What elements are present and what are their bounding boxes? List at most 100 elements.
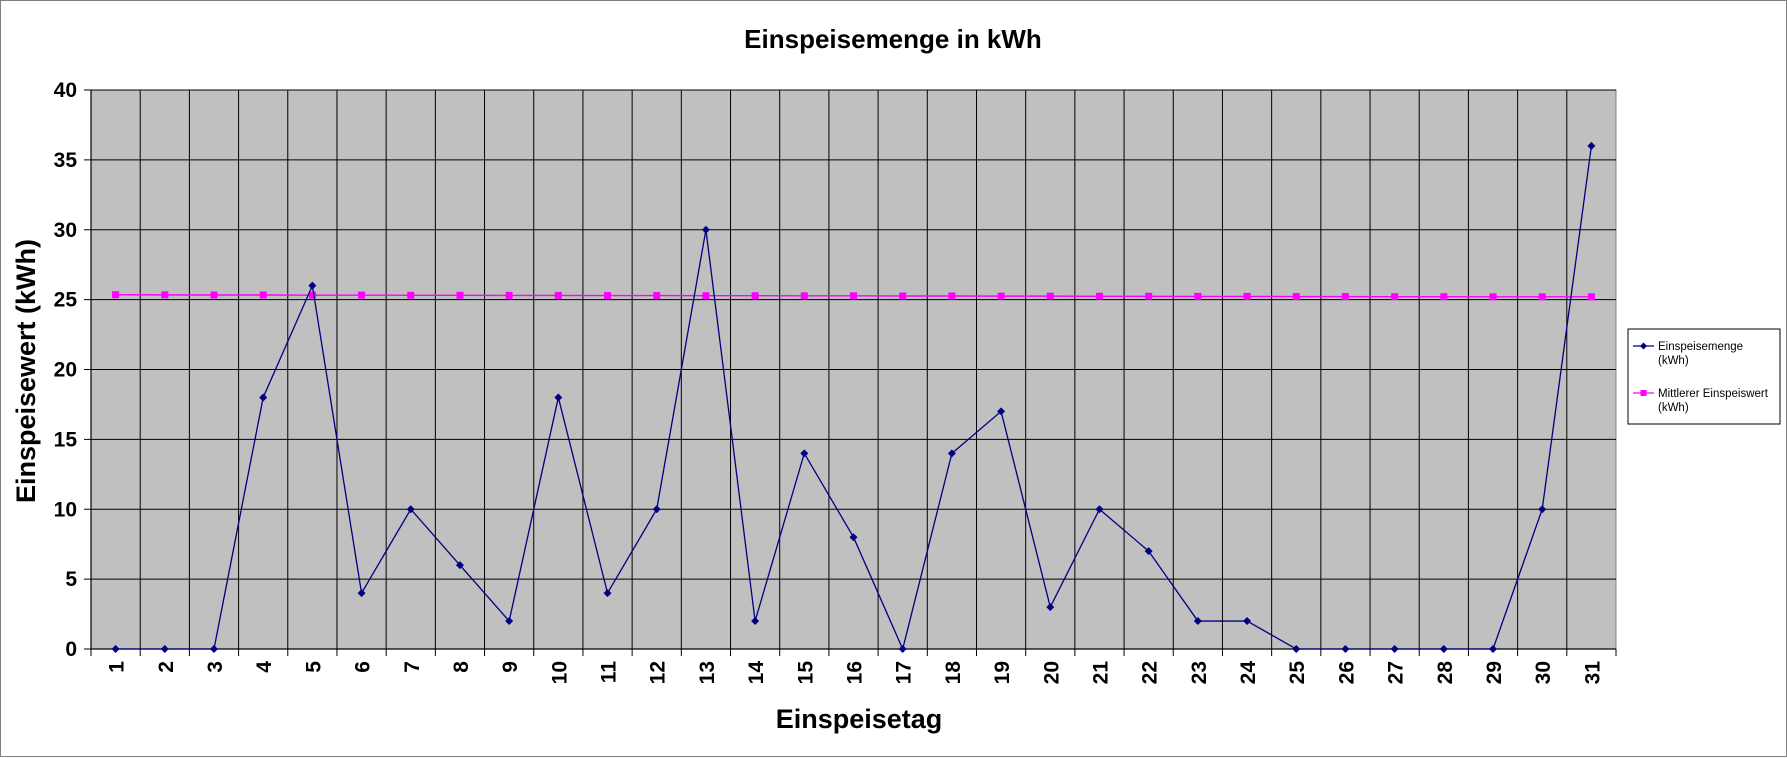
chart-title: Einspeisemenge in kWh — [744, 24, 1042, 54]
x-tick-label: 28 — [1434, 661, 1457, 685]
legend-marker — [1640, 390, 1647, 396]
legend-label: Einspeisemenge — [1658, 341, 1743, 353]
data-point — [1538, 293, 1546, 301]
data-point — [210, 291, 218, 299]
data-point — [702, 292, 710, 300]
data-point — [1046, 603, 1055, 612]
x-tick-label: 7 — [401, 661, 424, 673]
y-tick-label: 10 — [54, 498, 77, 521]
y-tick-label: 15 — [54, 428, 78, 451]
x-tick-label: 26 — [1335, 661, 1358, 684]
x-tick-label: 18 — [942, 661, 965, 685]
data-point — [455, 561, 464, 570]
y-tick-label: 0 — [65, 638, 77, 661]
legend-label: (kWh) — [1658, 402, 1689, 414]
legend-entry: Mittlerer Einspeiswert (kWh) — [1633, 388, 1769, 414]
x-tick-label: 24 — [1237, 661, 1260, 685]
data-point — [1440, 293, 1448, 301]
legend: Einspeisemenge(kWh)Mittlerer Einspeiswer… — [1627, 328, 1781, 425]
x-tick-label: 1 — [106, 661, 129, 673]
y-tick-labels: 0 5 10 15 20 25 30 35 40 — [54, 79, 78, 661]
data-point — [1046, 292, 1054, 300]
y-tick-label: 25 — [54, 289, 78, 312]
data-point — [505, 291, 513, 299]
data-point — [1489, 293, 1497, 301]
y-tick-label: 5 — [65, 568, 77, 591]
data-point — [456, 291, 464, 299]
x-tick-label: 12 — [647, 661, 670, 684]
data-point — [850, 292, 857, 300]
data-point — [112, 291, 120, 299]
data-point — [357, 589, 366, 598]
series-layer — [111, 141, 1596, 653]
data-point — [1341, 293, 1349, 301]
legend-label: (kWh) — [1658, 355, 1689, 367]
data-point — [1391, 293, 1399, 301]
legend-label: Mittlerer Einspeiswert — [1658, 388, 1769, 400]
data-point — [308, 291, 316, 299]
x-tick-label: 25 — [1286, 661, 1309, 685]
x-tick-label: 2 — [155, 661, 178, 673]
x-tick-label: 8 — [450, 661, 473, 673]
x-tick-label: 30 — [1532, 661, 1555, 684]
data-point — [358, 291, 366, 299]
x-tick-label: 23 — [1188, 661, 1211, 684]
x-tick-label: 9 — [499, 661, 522, 673]
x-tick-label: 11 — [598, 661, 621, 684]
data-point — [701, 225, 710, 234]
legend-marker — [1640, 342, 1647, 350]
legend-entry: Einspeisemenge (kWh) — [1633, 341, 1743, 367]
data-point — [997, 407, 1006, 416]
series-einspeisemenge — [111, 141, 1596, 653]
data-point — [653, 292, 661, 300]
data-point — [1439, 645, 1448, 653]
data-point — [161, 291, 169, 299]
data-point — [1194, 292, 1202, 300]
x-tick-label: 3 — [204, 661, 227, 673]
data-point — [1243, 617, 1252, 626]
data-point — [899, 292, 907, 300]
data-point — [209, 645, 218, 653]
data-point — [160, 645, 169, 653]
data-point — [947, 449, 956, 458]
data-point — [751, 292, 759, 300]
data-point — [849, 533, 858, 542]
series-mittlerer-einspeiswert — [112, 291, 1595, 301]
data-point — [308, 281, 317, 290]
data-point — [800, 292, 808, 300]
y-tick-label: 20 — [54, 359, 77, 382]
data-point — [1341, 645, 1350, 653]
data-point — [505, 617, 514, 626]
data-point — [1489, 645, 1498, 653]
x-tick-label: 22 — [1139, 661, 1162, 684]
x-tick-labels: 1 2 3 4 5 6 7 8 9 10 11 12 13 14 15 16 17 18 19 20 21 22 23 24 2… — [106, 661, 1605, 685]
data-point — [800, 449, 809, 458]
data-point — [1587, 293, 1595, 301]
data-point — [1095, 505, 1104, 514]
data-point — [554, 291, 562, 299]
y-tick-label: 30 — [54, 219, 77, 242]
data-point — [259, 393, 268, 402]
y-tick-label: 35 — [54, 149, 78, 172]
data-point — [652, 505, 661, 514]
plot-area — [84, 89, 1617, 656]
data-point — [948, 292, 956, 300]
data-point — [751, 617, 760, 626]
data-point — [604, 292, 612, 300]
data-point — [1390, 645, 1399, 653]
x-tick-label: 31 — [1581, 661, 1604, 685]
x-tick-label: 14 — [745, 661, 768, 685]
data-point — [259, 291, 267, 299]
data-point — [406, 505, 415, 514]
data-point — [997, 292, 1005, 300]
y-axis-title: Einspeisewert (kWh) — [11, 239, 41, 503]
x-tick-label: 20 — [1040, 661, 1063, 684]
data-point — [1193, 617, 1202, 626]
data-point — [603, 589, 612, 598]
data-point — [1243, 292, 1251, 300]
x-tick-label: 10 — [548, 661, 571, 684]
x-tick-label: 13 — [696, 661, 719, 684]
x-tick-label: 19 — [991, 661, 1014, 684]
